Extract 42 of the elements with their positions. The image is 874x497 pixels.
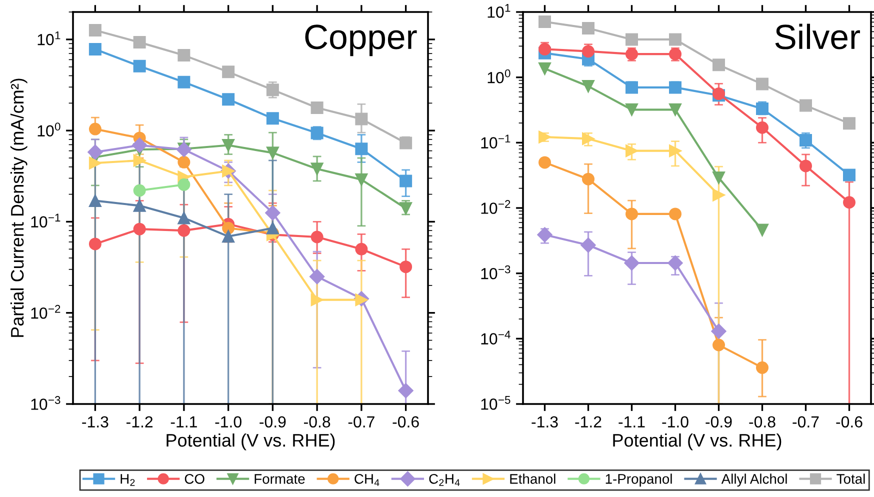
y-tick-label: 10$^{−3}$: [481, 265, 510, 280]
annotation: Silver: [775, 24, 860, 50]
x-tick-label: -0.9: [706, 416, 732, 428]
legend-label: CH$_{4}$: [354, 474, 380, 486]
x-tick-label: -0.6: [836, 416, 862, 428]
x-tick-label: -1.0: [662, 416, 688, 428]
y-tick-label: 10$^{−3}$: [31, 396, 60, 410]
y-tick-label: 10$^{−5}$: [481, 396, 510, 410]
legend-label: H$_{2}$: [120, 474, 135, 486]
legend-label: Ethanol: [510, 474, 556, 484]
x-tick-label: -1.3: [532, 416, 558, 428]
x-tick-label: -1.2: [126, 416, 153, 428]
legend-label: C$_{2}$H$_{4}$: [429, 474, 460, 486]
annotation: Copper: [305, 24, 417, 56]
x-axis-title: Potential (V vs. RHE): [613, 433, 782, 450]
y-tick-label: 10$^{−1}$: [31, 214, 60, 228]
x-tick-label: -1.3: [82, 416, 108, 428]
x-tick-label: -0.7: [792, 416, 819, 428]
x-tick-label: -1.1: [618, 416, 645, 428]
x-axis-title: Potential (V vs. RHE): [166, 433, 335, 450]
legend-label: 1-Propanol: [606, 474, 672, 487]
legend-label: Allyl Alchol: [721, 474, 787, 487]
y-tick-label: 10$^{−4}$: [481, 330, 510, 344]
y-tick-label: 10$^{−1}$: [481, 134, 510, 148]
y-tick-label: 10$^{−2}$: [481, 200, 510, 214]
legend-label: Total: [836, 474, 865, 484]
y-axis-title: Partial Current Density (mA/cm²): [10, 78, 28, 337]
x-tick-label: -0.8: [304, 416, 330, 428]
x-tick-label: -0.7: [348, 416, 374, 428]
x-tick-label: -1.2: [575, 416, 602, 428]
y-tick-label: 10$^{−2}$: [31, 304, 60, 319]
x-tick-label: -1.0: [215, 416, 242, 428]
y-tick-label: 10$^{1}$: [488, 4, 510, 18]
x-tick-label: -0.9: [260, 416, 286, 428]
legend-label: Formate: [254, 474, 305, 484]
y-tick-label: 10$^{0}$: [38, 122, 60, 136]
y-tick-label: 10$^{0}$: [488, 69, 510, 84]
legend-label: CO: [184, 474, 204, 484]
x-tick-label: -0.8: [749, 416, 776, 428]
x-tick-label: -0.6: [392, 416, 419, 428]
x-tick-label: -1.1: [170, 416, 197, 428]
y-tick-label: 10$^{1}$: [38, 31, 60, 46]
